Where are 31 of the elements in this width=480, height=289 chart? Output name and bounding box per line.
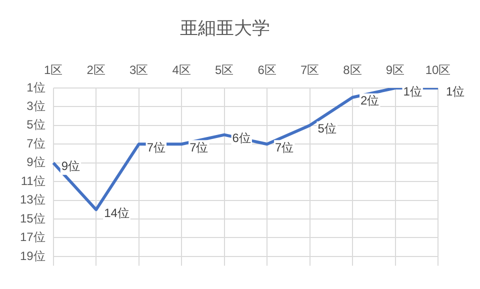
data-label: 5位 — [318, 122, 336, 136]
y-tick-label: 11位 — [20, 174, 46, 188]
y-tick-label: 17位 — [20, 230, 46, 244]
x-tick-label: 8区 — [343, 63, 362, 78]
x-tick-label: 10区 — [425, 63, 451, 78]
data-label: 1位 — [403, 84, 422, 98]
y-tick-label: 5位 — [26, 118, 46, 132]
x-tick-label: 9区 — [386, 63, 405, 78]
y-tick-label: 19位 — [20, 248, 46, 263]
data-label: 1位 — [446, 84, 465, 98]
x-tick-label: 7区 — [300, 63, 320, 78]
data-label: 6位 — [232, 131, 251, 146]
x-tick-label: 4区 — [172, 63, 191, 78]
x-tick-label: 5区 — [214, 63, 234, 78]
data-label: 9位 — [61, 159, 80, 174]
data-label: 7位 — [275, 140, 294, 154]
y-tick-label: 15位 — [20, 211, 46, 226]
data-label: 7位 — [146, 140, 166, 154]
data-label: 2位 — [360, 94, 380, 108]
x-tick-label: 6区 — [258, 63, 276, 78]
x-tick-label: 3区 — [129, 63, 148, 78]
y-tick-label: 7位 — [26, 136, 46, 150]
y-tick-label: 1位 — [26, 80, 46, 94]
y-tick-label: 9位 — [26, 155, 46, 170]
x-tick-label: 2区 — [86, 63, 106, 78]
y-tick-label: 13位 — [20, 192, 46, 207]
x-tick-label: 1区 — [44, 63, 63, 78]
y-tick-label: 3位 — [26, 99, 46, 114]
data-label: 14位 — [104, 206, 130, 220]
chart-title: 亜細亜大学 — [180, 18, 270, 38]
data-label: 7位 — [190, 140, 208, 154]
